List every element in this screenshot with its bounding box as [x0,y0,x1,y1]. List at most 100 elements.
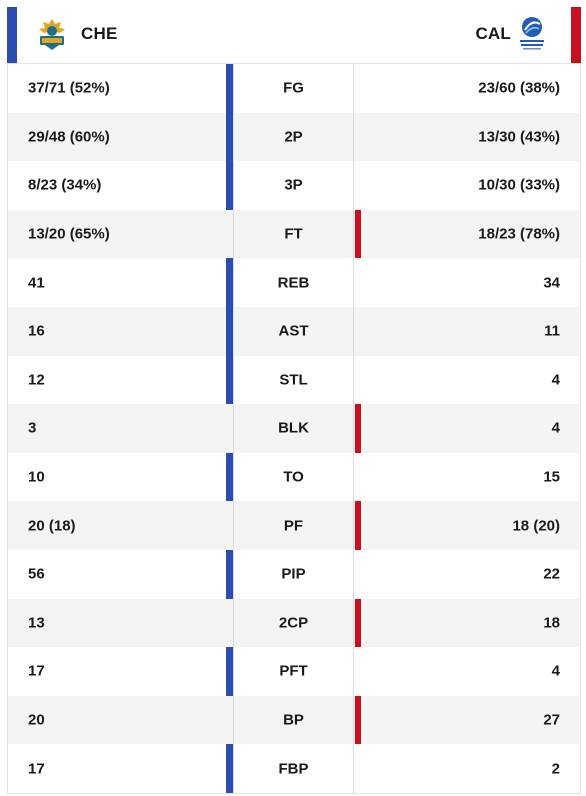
away-leader-marker [355,695,361,745]
home-stat-value: 13 [28,614,45,632]
home-team-logo-icon[interactable] [35,17,69,51]
home-leader-marker [226,112,233,162]
away-stat-cell: 27 [354,695,581,745]
stat-label: AST [278,322,309,340]
home-leader-marker [226,355,233,405]
home-stat-value: 8/23 (34%) [28,176,102,194]
home-stat-cell: 3 [7,404,234,453]
stat-label-cell: REB [233,258,354,307]
stat-row-fbp: 17 FBP 2 [7,744,581,793]
stat-label: FT [284,225,303,243]
away-stat-value: 13/30 (43%) [478,128,560,146]
stat-row-fg: 37/71 (52%) FG 23/60 (38%) [7,64,581,113]
home-stat-value: 16 [28,322,45,340]
home-leader-marker [226,161,233,210]
away-stat-value: 18/23 (78%) [478,225,560,243]
away-stat-cell: 18/23 (78%) [354,209,581,259]
home-stat-cell: 17 [7,744,234,793]
stat-label: PIP [281,565,306,583]
away-stat-value: 18 (20) [512,517,560,535]
away-team-logo-icon[interactable] [515,15,549,53]
home-stat-value: 37/71 (52%) [28,79,110,97]
stat-row-ft: 13/20 (65%) FT 18/23 (78%) [7,209,581,259]
home-stat-cell: 8/23 (34%) [7,161,234,210]
home-stat-value: 17 [28,662,45,680]
home-stat-cell: 17 [7,647,234,696]
stat-label: BP [283,711,304,729]
away-stat-value: 4 [551,419,560,437]
away-stat-cell: 4 [354,647,581,696]
away-stat-cell: 23/60 (38%) [354,64,581,113]
stat-label: FBP [278,760,309,778]
stat-row-reb: 41 REB 34 [7,258,581,307]
away-color-bar [571,7,581,63]
stat-row-pf: 20 (18) PF 18 (20) [7,501,581,550]
home-stat-cell: 56 [7,549,234,599]
home-stat-value: 12 [28,371,45,389]
home-stat-value: 41 [28,274,45,292]
home-leader-marker [226,744,233,793]
away-stat-cell: 22 [354,549,581,599]
home-leader-marker [226,64,233,113]
away-stat-value: 22 [543,565,560,583]
stat-label: 2CP [278,614,309,632]
away-stat-cell: 34 [354,258,581,307]
stat-label: PFT [279,662,308,680]
stat-row-stl: 12 STL 4 [7,355,581,405]
stat-row-pft: 17 PFT 4 [7,647,581,696]
home-leader-marker [226,258,233,307]
away-stat-cell: 4 [354,404,581,453]
away-team-abbr[interactable]: CAL [475,24,511,43]
home-color-bar [7,7,17,63]
away-stat-value: 18 [543,614,560,632]
home-leader-marker [226,452,233,502]
stat-label-cell: 2CP [233,598,354,648]
away-leader-marker [355,209,361,259]
home-stat-value: 29/48 (60%) [28,128,110,146]
away-leader-marker [355,501,361,550]
stat-label: 2P [284,128,303,146]
home-stat-value: 10 [28,468,45,486]
away-stat-cell: 13/30 (43%) [354,112,581,162]
home-stat-value: 17 [28,760,45,778]
home-leader-marker [226,306,233,356]
stat-label: STL [279,371,308,389]
home-stat-cell: 20 [7,695,234,745]
away-leader-marker [355,404,361,453]
stat-label-cell: PF [233,501,354,550]
home-stat-cell: 10 [7,452,234,502]
stat-label-cell: PFT [233,647,354,696]
stat-label: TO [283,468,304,486]
home-stat-value: 20 (18) [28,517,76,535]
table-bottom-divider [7,792,581,794]
home-stat-value: 13/20 (65%) [28,225,110,243]
stat-label: 3P [284,176,303,194]
away-stat-value: 23/60 (38%) [478,79,560,97]
home-stat-cell: 12 [7,355,234,405]
away-stat-cell: 10/30 (33%) [354,161,581,210]
away-stat-cell: 15 [354,452,581,502]
home-stat-cell: 29/48 (60%) [7,112,234,162]
stat-label: PF [283,517,304,535]
stat-row-2cp: 13 2CP 18 [7,598,581,648]
home-stat-value: 20 [28,711,45,729]
stat-label-cell: FBP [233,744,354,793]
home-stat-cell: 13 [7,598,234,648]
home-stat-cell: 20 (18) [7,501,234,550]
stat-label: REB [277,274,310,292]
stat-row-2p: 29/48 (60%) 2P 13/30 (43%) [7,112,581,162]
stat-label-cell: AST [233,306,354,356]
home-team-abbr[interactable]: CHE [81,24,118,43]
home-leader-marker [226,647,233,696]
away-stat-cell: 18 (20) [354,501,581,550]
home-stat-cell: 41 [7,258,234,307]
away-stat-value: 4 [551,662,560,680]
stat-row-pip: 56 PIP 22 [7,549,581,599]
stat-label-cell: 2P [233,112,354,162]
stat-label: BLK [278,419,309,437]
stat-label-cell: FG [233,64,354,113]
away-stat-cell: 11 [354,306,581,356]
stat-label-cell: STL [233,355,354,405]
away-stat-value: 34 [543,274,560,292]
away-leader-marker [355,598,361,648]
